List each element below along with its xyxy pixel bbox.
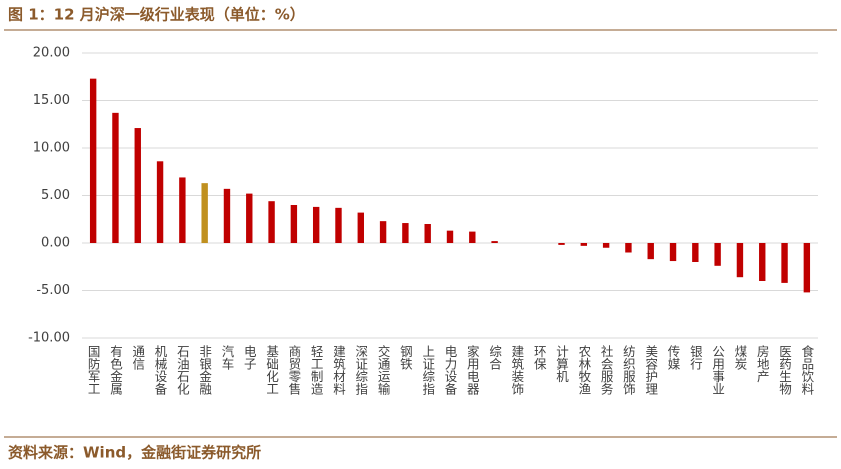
x-tick-label: 交通运输: [376, 344, 391, 396]
x-tick-label: 汽车: [219, 344, 234, 371]
bar: [692, 243, 699, 262]
x-tick-label: 美容护理: [643, 345, 658, 395]
y-tick-label: -5.00: [36, 283, 70, 298]
y-tick-label: 0.00: [41, 236, 70, 251]
x-tick-label: 电子: [242, 345, 257, 370]
bar: [268, 201, 275, 243]
source-note: 资料来源：Wind，金融街证券研究所: [8, 444, 261, 462]
x-tick-label: 电力设备: [443, 345, 458, 396]
bar: [312, 206, 320, 243]
x-tick-label: 基础化工: [264, 345, 279, 395]
bar: [446, 230, 454, 243]
x-tick-label: 家用电器: [465, 344, 480, 396]
x-tick-label: 上证综指: [420, 345, 435, 396]
bar: [424, 224, 431, 243]
x-tick-label: 银行: [688, 345, 703, 371]
x-tick-label: 国防军工: [86, 345, 101, 395]
bar: [246, 193, 253, 243]
chart-title: 图 1：12 月沪深一级行业表现（单位：%）: [8, 6, 305, 24]
bar: [558, 243, 565, 245]
bar: [335, 207, 342, 243]
x-tick-label: 环保: [532, 345, 547, 370]
x-tick-label: 商贸零售: [286, 344, 301, 395]
x-tick-label: 有色金属: [108, 345, 123, 396]
x-tick-label: 房地产: [755, 344, 770, 383]
x-tick-label: 医药生物: [777, 345, 792, 396]
x-tick-label: 农林牧渔: [576, 345, 591, 395]
bar: [89, 78, 97, 244]
bar: [379, 221, 387, 243]
x-tick-label: 建筑装饰: [509, 345, 524, 395]
x-tick-label: 机械设备: [153, 345, 168, 396]
bar: [803, 243, 811, 293]
bar: [201, 183, 208, 243]
x-tick-label: 综合: [487, 345, 502, 370]
bar: [469, 231, 476, 243]
x-tick-label: 非银金融: [197, 345, 212, 396]
bar: [156, 161, 164, 243]
x-tick-label: 轻工制造: [309, 345, 324, 395]
bar: [647, 243, 654, 260]
x-tick-label: 建筑材料: [331, 345, 346, 395]
bar: [402, 223, 409, 243]
x-tick-label: 社会服务: [599, 344, 614, 395]
bar: [714, 243, 721, 266]
x-tick-label: 计算机: [554, 345, 569, 383]
bar: [179, 177, 186, 243]
bar: [290, 205, 298, 243]
bar: [781, 243, 788, 283]
bar: [669, 243, 677, 262]
bar: [134, 128, 141, 243]
y-tick-label: 20.00: [33, 46, 70, 61]
bar: [602, 243, 610, 248]
bar: [112, 112, 119, 243]
bar: [580, 243, 588, 246]
bar: [357, 212, 364, 243]
bar: [223, 188, 231, 243]
bar: [491, 241, 498, 243]
x-tick-label: 纺织服饰: [621, 345, 636, 395]
bar: [736, 243, 744, 278]
x-tick-label: 煤炭: [732, 345, 747, 371]
bar: [625, 243, 632, 253]
y-tick-label: 10.00: [33, 141, 70, 156]
x-tick-label: 钢铁: [398, 345, 413, 370]
x-tick-label: 通信: [130, 345, 145, 371]
y-tick-label: 15.00: [33, 93, 70, 108]
y-tick-label: 5.00: [41, 188, 70, 203]
x-tick-label: 公用事业: [710, 345, 725, 395]
x-tick-label: 石油石化: [175, 345, 190, 396]
y-tick-label: -10.00: [28, 331, 70, 346]
bar: [759, 243, 766, 281]
x-tick-label: 传媒: [666, 344, 681, 370]
x-tick-label: 食品饮料: [799, 344, 814, 395]
x-tick-label: 深证综指: [353, 345, 368, 396]
